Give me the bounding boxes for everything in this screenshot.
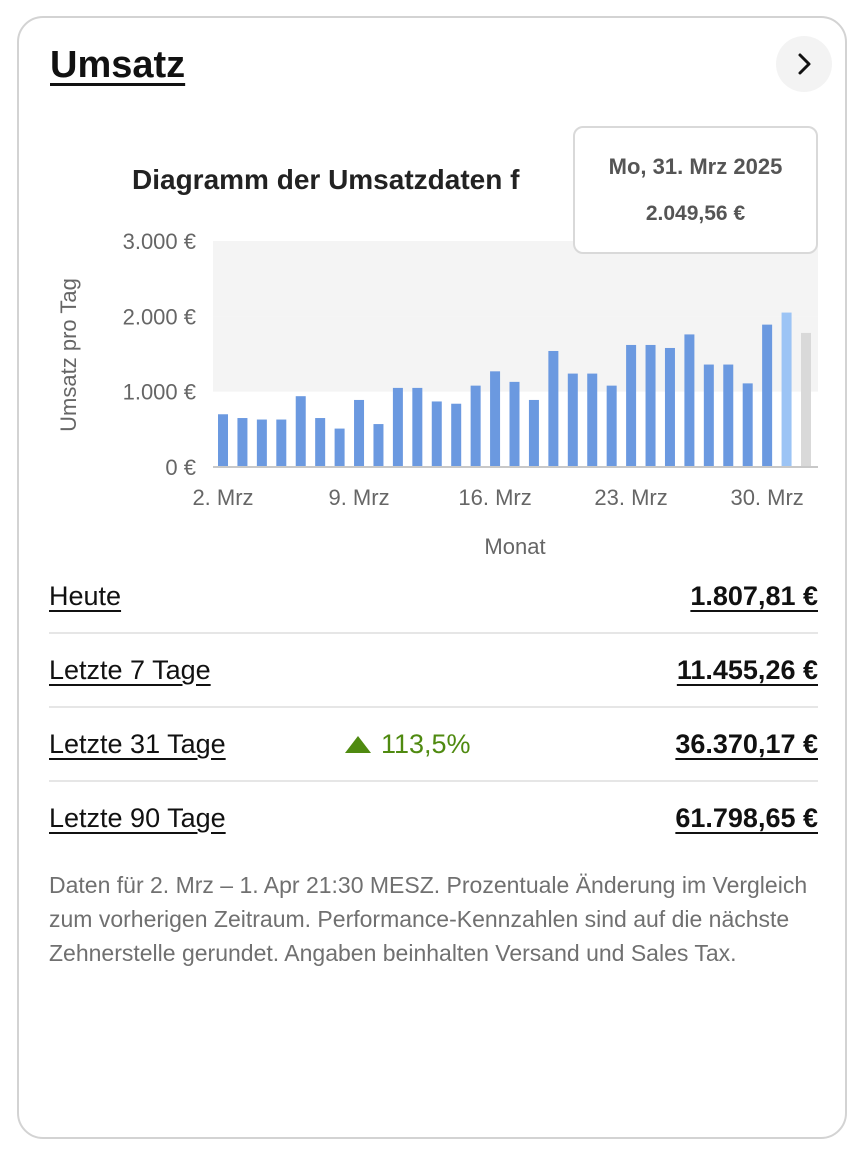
chart-band [213, 316, 818, 392]
chart-bar[interactable] [295, 396, 306, 467]
chart-bar[interactable] [801, 332, 811, 467]
chart-bar[interactable] [490, 371, 501, 467]
chart-bar[interactable] [742, 383, 753, 467]
chart-bar[interactable] [587, 373, 598, 467]
x-tick-label: 9. Mrz [328, 485, 389, 510]
chart-bar[interactable] [606, 385, 617, 467]
chart-bar[interactable] [392, 387, 403, 467]
chart-bar[interactable] [354, 399, 365, 467]
y-tick-label: 2.000 € [123, 304, 196, 329]
chart-bar[interactable] [373, 424, 384, 467]
chart-bar[interactable] [723, 364, 734, 467]
chart-bar[interactable] [431, 401, 442, 467]
stat-label[interactable]: Letzte 7 Tage [49, 654, 211, 685]
chart-bar[interactable] [451, 403, 462, 467]
change-percent: 113,5% [381, 728, 471, 759]
chart-bar[interactable] [626, 344, 637, 467]
chart-bar[interactable] [276, 419, 287, 467]
divider [49, 706, 818, 708]
y-axis-label: Umsatz pro Tag [56, 278, 81, 432]
divider [49, 632, 818, 634]
x-tick-label: 2. Mrz [192, 485, 253, 510]
chart-tooltip: Mo, 31. Mrz 2025 2.049,56 € [573, 126, 818, 254]
x-tick-label: 30. Mrz [730, 485, 803, 510]
x-tick-label: 23. Mrz [594, 485, 667, 510]
stat-value[interactable]: 11.455,26 € [676, 654, 818, 685]
open-sales-button[interactable] [776, 36, 832, 92]
stat-row-31-days: Letzte 31 Tage 113,5% 36.370,17 € [49, 707, 818, 781]
stat-label[interactable]: Heute [49, 580, 122, 611]
chart-bar[interactable] [412, 387, 423, 467]
card-title[interactable]: Umsatz [50, 44, 186, 86]
stat-value[interactable]: 61.798,65 € [675, 802, 818, 833]
sales-chart: 0 € 1.000 € 2.000 € 3.000 € 2. Mrz 9. Mrz 16.… [56, 229, 818, 559]
y-tick-label: 1.000 € [123, 380, 196, 405]
chart-bar[interactable] [703, 364, 714, 467]
x-tick-label: 16. Mrz [458, 485, 531, 510]
chart-bar[interactable] [548, 350, 559, 467]
chart-bar[interactable] [218, 414, 228, 467]
y-tick-label: 3.000 € [123, 229, 196, 254]
chart-bar[interactable] [762, 324, 773, 467]
chart-bar[interactable] [567, 373, 578, 467]
triangle-up-icon [345, 735, 371, 753]
chart-bar[interactable] [237, 418, 248, 467]
footnote: Daten für 2. Mrz – 1. Apr 21:30 MESZ. Pr… [49, 872, 808, 966]
divider [49, 780, 818, 782]
chart-bar[interactable] [256, 419, 267, 467]
change-indicator: 113,5% [345, 729, 471, 760]
stat-label[interactable]: Letzte 90 Tage [49, 802, 226, 833]
chart-bar[interactable] [645, 344, 656, 467]
tooltip-value: 2.049,56 € [645, 202, 746, 225]
stat-row-90-days: Letzte 90 Tage 61.798,65 € [49, 781, 818, 855]
x-axis-label: Monat [484, 534, 545, 559]
chart-bar[interactable] [315, 418, 326, 467]
chart-title: Diagramm der Umsatzdaten f [132, 164, 520, 195]
stat-row-today: Heute 1.807,81 € [49, 559, 818, 633]
stat-label[interactable]: Letzte 31 Tage [49, 728, 226, 759]
stat-row-7-days: Letzte 7 Tage 11.455,26 € [49, 633, 818, 707]
chart-bar[interactable] [664, 347, 675, 467]
chart-bar[interactable] [684, 334, 695, 467]
y-tick-label: 0 € [165, 455, 196, 480]
chart-bar[interactable] [528, 399, 539, 467]
chart-bar[interactable] [470, 385, 481, 467]
chevron-right-icon [798, 53, 811, 75]
chart-bar[interactable] [781, 312, 792, 467]
tooltip-date: Mo, 31. Mrz 2025 [608, 154, 783, 179]
stat-value[interactable]: 1.807,81 € [690, 580, 818, 611]
chart-bar[interactable] [334, 428, 345, 467]
stat-value[interactable]: 36.370,17 € [675, 728, 818, 759]
chart-bar[interactable] [509, 381, 520, 467]
